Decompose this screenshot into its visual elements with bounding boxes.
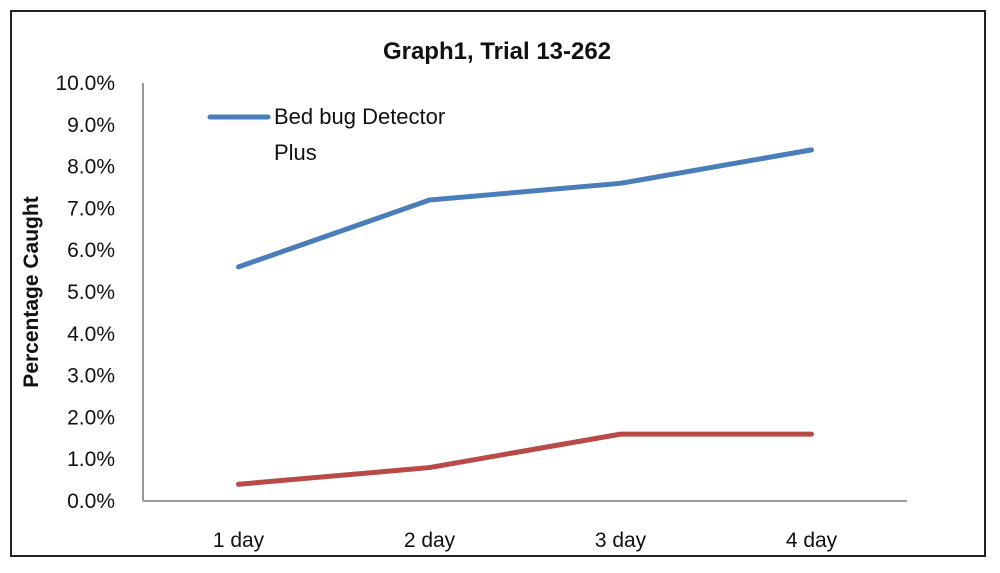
y-axis-label: Percentage Caught: [20, 196, 43, 387]
x-tick-labels: 1 day 2 day 3 day 4 day: [213, 529, 838, 552]
legend-label-line-1: Bed bug Detector: [274, 104, 445, 129]
y-tick-label: 0.0%: [67, 490, 115, 513]
series-line-1: [236, 147, 814, 270]
legend-label-line-2: Plus: [274, 140, 317, 165]
x-tick-label: 1 day: [213, 529, 265, 552]
y-tick-labels: 0.0% 1.0% 2.0% 3.0% 4.0% 5.0% 6.0% 7.0% 8.0% 9.0%…: [55, 72, 115, 513]
x-tick-label: 3 day: [595, 529, 647, 552]
y-tick-label: 1.0%: [67, 448, 115, 471]
x-tick-label: 4 day: [786, 529, 838, 552]
x-tick-label: 2 day: [404, 529, 456, 552]
legend: Bed bug Detector Plus: [207, 104, 445, 165]
y-tick-label: 4.0%: [67, 323, 115, 346]
y-tick-label: 3.0%: [67, 365, 115, 388]
y-tick-label: 5.0%: [67, 281, 115, 304]
y-tick-label: 2.0%: [67, 406, 115, 429]
y-tick-label: 7.0%: [67, 197, 115, 220]
series-line-2: [236, 431, 814, 487]
chart-title: Graph1, Trial 13-262: [383, 38, 611, 65]
y-tick-label: 8.0%: [67, 156, 115, 179]
y-tick-label: 10.0%: [55, 72, 115, 95]
chart-frame: [10, 10, 986, 557]
series-lines: [236, 147, 814, 487]
y-tick-label: 9.0%: [67, 114, 115, 137]
y-tick-label: 6.0%: [67, 239, 115, 262]
